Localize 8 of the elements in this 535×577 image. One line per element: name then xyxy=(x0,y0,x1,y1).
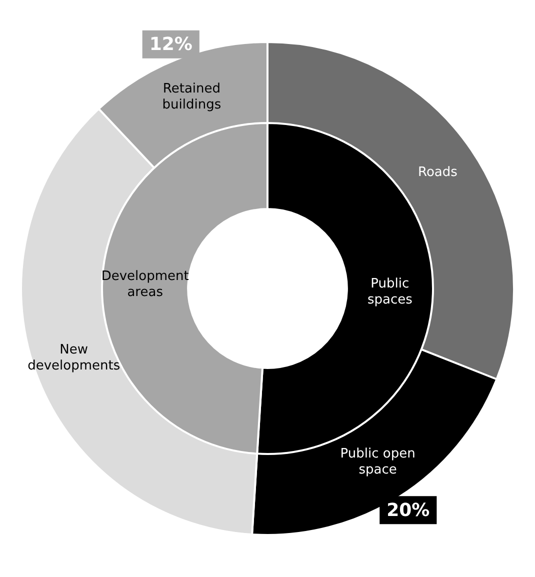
slice-label: New developments xyxy=(28,342,120,374)
slice-label: Public open space xyxy=(340,446,416,478)
slice-label: Public spaces xyxy=(367,276,413,308)
data-label: 20% xyxy=(386,500,430,521)
slice-label: Retained buildings xyxy=(162,82,222,112)
data-label: 12% xyxy=(149,34,192,56)
slice-label: Development areas xyxy=(101,269,189,300)
slice-label: Roads xyxy=(418,165,458,180)
